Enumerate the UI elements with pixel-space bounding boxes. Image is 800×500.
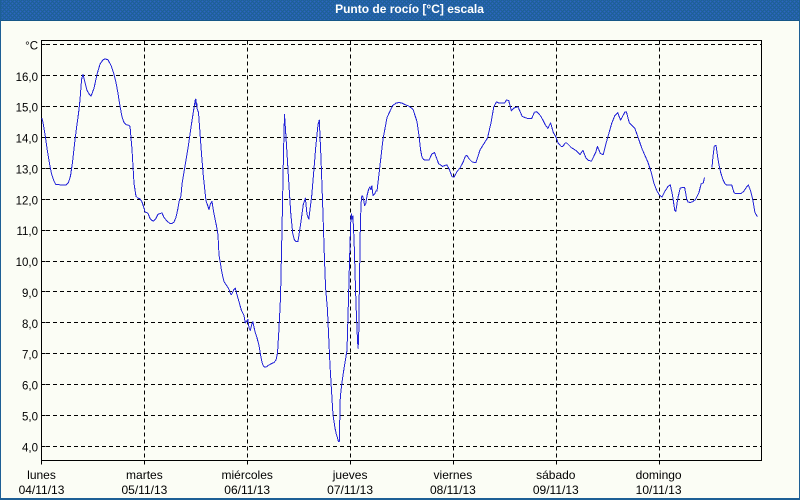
svg-text:8,0: 8,0 [22, 319, 38, 331]
svg-text:04/11/13: 04/11/13 [19, 483, 65, 497]
svg-text:13,0: 13,0 [16, 164, 38, 176]
svg-text:lunes: lunes [27, 468, 56, 482]
svg-text:5,0: 5,0 [22, 412, 38, 424]
svg-text:10,0: 10,0 [16, 257, 38, 269]
svg-text:14,0: 14,0 [16, 134, 38, 146]
svg-text:9,0: 9,0 [22, 288, 38, 300]
svg-text:domingo: domingo [636, 468, 682, 482]
svg-text:sábado: sábado [536, 468, 576, 482]
svg-text:15,0: 15,0 [16, 103, 38, 115]
svg-text:miércoles: miércoles [222, 468, 273, 482]
svg-text:06/11/13: 06/11/13 [224, 483, 270, 497]
svg-text:11,0: 11,0 [16, 226, 38, 238]
svg-text:10/11/13: 10/11/13 [636, 483, 682, 497]
svg-text:07/11/13: 07/11/13 [327, 483, 373, 497]
svg-text:09/11/13: 09/11/13 [533, 483, 579, 497]
svg-text:viernes: viernes [434, 468, 473, 482]
svg-text:05/11/13: 05/11/13 [121, 483, 167, 497]
svg-text:°C: °C [25, 40, 38, 52]
svg-text:16,0: 16,0 [16, 72, 38, 84]
svg-text:martes: martes [126, 468, 163, 482]
svg-text:12,0: 12,0 [16, 195, 38, 207]
svg-text:6,0: 6,0 [22, 381, 38, 393]
svg-text:4,0: 4,0 [22, 442, 38, 454]
svg-text:jueves: jueves [332, 468, 368, 482]
svg-text:7,0: 7,0 [22, 350, 38, 362]
svg-text:08/11/13: 08/11/13 [430, 483, 476, 497]
